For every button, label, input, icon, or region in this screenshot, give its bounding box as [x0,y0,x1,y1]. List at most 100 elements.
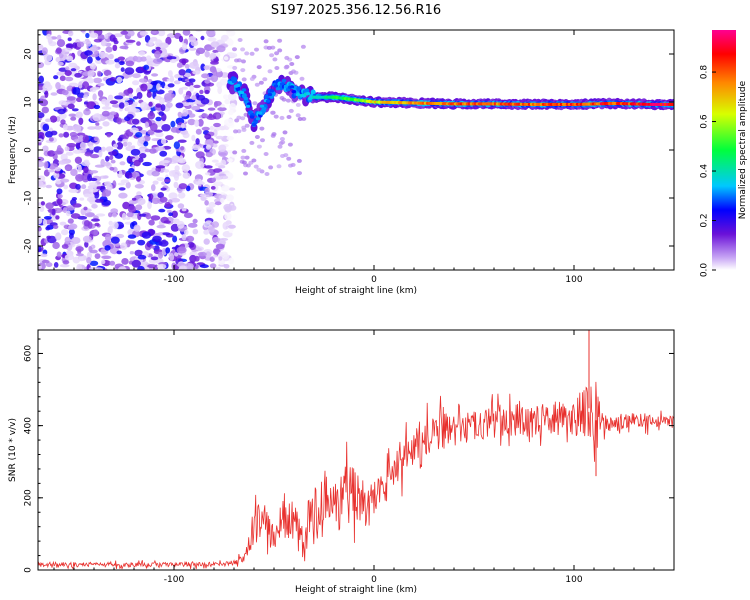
spectrogram-ylabel: Frequency (Hz) [8,116,18,184]
noise-speck [72,149,82,154]
noise-speck [181,86,188,90]
noise-speck [67,37,72,42]
noise-speck [75,111,83,119]
noise-speck [50,130,58,136]
noise-speck [148,193,154,200]
noise-speck [200,35,205,41]
noise-speck [151,30,157,34]
noise-speck [133,159,141,167]
noise-speck [93,77,103,84]
noise-speck [139,213,148,217]
ridge-core [285,88,291,92]
noise-speck [288,163,293,168]
noise-speck [137,136,146,144]
noise-speck [156,177,165,182]
noise-speck [113,40,119,45]
noise-speck [38,181,44,188]
noise-speck [204,165,213,169]
noise-speck [209,125,214,131]
noise-speck [152,180,159,185]
noise-speck [166,78,175,82]
noise-speck [91,53,99,58]
noise-speck [205,30,216,36]
noise-speck [71,197,77,201]
noise-speck [94,50,100,55]
noise-speck [56,198,63,205]
noise-speck [210,41,220,48]
noise-speck [150,256,159,261]
noise-speck [148,219,155,226]
noise-speck [240,155,246,160]
y-tick-label: 200 [24,489,34,506]
noise-speck [134,184,144,189]
noise-speck [227,93,237,101]
noise-speck [156,224,166,229]
noise-speck [127,205,137,214]
noise-speck [263,152,269,156]
noise-speck [68,30,74,37]
noise-speck [209,256,215,263]
noise-speck [106,133,112,138]
noise-speck [249,76,255,81]
noise-speck [70,213,81,219]
noise-speck [181,208,187,212]
colorbar-ticks: 0.0 0.2 0.4 0.6 0.8 [700,65,716,277]
noise-speck [241,59,246,64]
noise-speck [109,111,117,116]
ridge-core [279,82,285,86]
noise-speck [66,205,76,211]
noise-speck [76,132,86,137]
noise-speck [139,101,148,110]
noise-speck [75,246,84,252]
noise-speck [38,245,42,252]
noise-speck [72,124,82,132]
noise-speck [134,249,143,257]
noise-speck [109,155,114,161]
noise-speck [201,73,210,79]
noise-speck [168,212,174,217]
noise-speck [38,61,45,69]
noise-speck [289,62,295,66]
noise-speck [58,133,64,138]
y-tick-label: 0 [24,147,34,153]
noise-speck [136,41,141,46]
noise-speck [104,33,109,40]
noise-speck [125,39,136,43]
noise-speck [119,161,126,166]
noise-speck [113,33,124,38]
colorbar-tick-label: 0.8 [700,65,710,80]
noise-speck [137,197,146,206]
noise-speck [55,82,61,90]
noise-speck [212,68,218,76]
spectrogram-xlabel: Height of straight line (km) [295,286,417,296]
noise-speck [71,237,81,244]
noise-speck [74,72,82,78]
noise-speck [139,153,147,159]
noise-speck [178,265,188,270]
colorbar-tick-label: 0.2 [700,213,710,227]
noise-speck [154,95,162,101]
noise-speck [187,118,196,126]
noise-speck [173,80,181,85]
colorbar-label: Normalized spectral amplitude [738,80,748,219]
noise-speck [173,181,179,189]
noise-speck [180,146,185,151]
noise-speck [92,113,101,122]
noise-speck [225,30,233,33]
noise-speck [47,150,56,157]
noise-speck [171,210,178,218]
noise-speck [159,150,168,157]
noise-speck [228,187,236,191]
noise-speck [164,179,171,183]
noise-speck [109,166,115,171]
snr-plot-area [38,330,674,570]
noise-speck [38,226,42,232]
noise-speck [223,94,229,100]
noise-speck [152,235,162,243]
noise-speck [168,192,178,200]
noise-speck [270,133,276,138]
noise-speck [252,101,258,106]
noise-speck [227,109,234,116]
noise-speck [117,137,123,142]
noise-speck [62,124,68,131]
